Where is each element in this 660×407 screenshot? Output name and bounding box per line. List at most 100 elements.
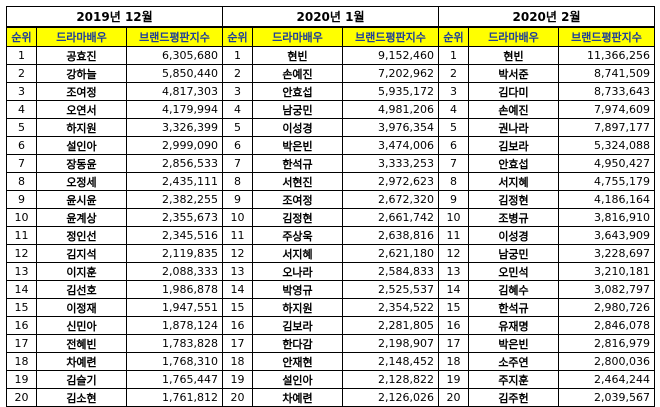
brand-index-cell: 3,228,697 — [557, 244, 656, 263]
rank-cell: 16 — [222, 316, 253, 335]
actor-name-cell: 김정현 — [468, 190, 559, 209]
actor-name-cell: 김슬기 — [36, 370, 127, 389]
rank-header: 순위 — [222, 26, 253, 47]
actor-name-cell: 박영규 — [252, 280, 343, 299]
actor-name-cell: 소주연 — [468, 352, 559, 371]
actor-name-cell: 김다미 — [468, 82, 559, 101]
actor-name-cell: 공효진 — [36, 46, 127, 65]
table-row: 12 서지혜 2,621,180 — [222, 244, 440, 263]
rank-header: 순위 — [6, 26, 37, 47]
table-row: 8 서지혜 4,755,179 — [438, 172, 656, 191]
rank-cell: 20 — [6, 388, 37, 407]
rank-cell: 6 — [6, 136, 37, 155]
actor-name-cell: 하지원 — [36, 118, 127, 137]
rank-cell: 12 — [438, 244, 469, 263]
rank-cell: 10 — [222, 208, 253, 227]
rank-cell: 12 — [222, 244, 253, 263]
rank-cell: 8 — [6, 172, 37, 191]
table-row: 6 김보라 5,324,088 — [438, 136, 656, 155]
table-row: 9 김정현 4,186,164 — [438, 190, 656, 209]
brand-index-cell: 8,733,643 — [557, 82, 656, 101]
brand-index-cell: 2,672,320 — [341, 190, 440, 209]
table-row: 13 오민석 3,210,181 — [438, 262, 656, 281]
actor-name-cell: 안재현 — [252, 352, 343, 371]
brand-index-cell: 3,816,910 — [557, 208, 656, 227]
actor-name-cell: 안효섭 — [468, 154, 559, 173]
actor-name-cell: 윤계상 — [36, 208, 127, 227]
brand-index-cell: 11,366,256 — [557, 46, 656, 65]
table-row: 1 현빈 11,366,256 — [438, 46, 656, 65]
table-row: 1 현빈 9,152,460 — [222, 46, 440, 65]
table-row: 10 조병규 3,816,910 — [438, 208, 656, 227]
rank-cell: 13 — [222, 262, 253, 281]
table-row: 9 윤시윤 2,382,255 — [6, 190, 224, 209]
rank-cell: 6 — [222, 136, 253, 155]
rank-cell: 3 — [222, 82, 253, 101]
actor-name-cell: 차예련 — [252, 388, 343, 407]
actor-name-cell: 김혜수 — [468, 280, 559, 299]
brand-index-cell: 2,345,516 — [125, 226, 224, 245]
table-row: 13 이지훈 2,088,333 — [6, 262, 224, 281]
brand-index-cell: 2,119,835 — [125, 244, 224, 263]
actor-name-cell: 오정세 — [36, 172, 127, 191]
actor-name-cell: 한석규 — [252, 154, 343, 173]
actor-header: 드라마배우 — [468, 26, 559, 47]
table-row: 1 공효진 6,305,680 — [6, 46, 224, 65]
actor-name-cell: 손예진 — [468, 100, 559, 119]
rank-cell: 5 — [438, 118, 469, 137]
table-row: 16 유재명 2,846,078 — [438, 316, 656, 335]
rank-cell: 10 — [438, 208, 469, 227]
rank-cell: 16 — [438, 316, 469, 335]
actor-name-cell: 유재명 — [468, 316, 559, 335]
actor-name-cell: 김보라 — [468, 136, 559, 155]
actor-name-cell: 이지훈 — [36, 262, 127, 281]
brand-index-cell: 1,878,124 — [125, 316, 224, 335]
actor-name-cell: 전혜빈 — [36, 334, 127, 353]
rank-cell: 3 — [438, 82, 469, 101]
table-row: 18 소주연 2,800,036 — [438, 352, 656, 371]
table-row: 5 이성경 3,976,354 — [222, 118, 440, 137]
brand-index-cell: 7,202,962 — [341, 64, 440, 83]
actor-header: 드라마배우 — [252, 26, 343, 47]
table-row: 12 김지석 2,119,835 — [6, 244, 224, 263]
brand-index-cell: 2,088,333 — [125, 262, 224, 281]
rank-cell: 11 — [438, 226, 469, 245]
table-row: 9 조여정 2,672,320 — [222, 190, 440, 209]
table-row: 7 안효섭 4,950,427 — [438, 154, 656, 173]
table-row: 5 하지원 3,326,399 — [6, 118, 224, 137]
table-row: 4 오연서 4,179,994 — [6, 100, 224, 119]
table-row: 18 안재현 2,148,452 — [222, 352, 440, 371]
actor-name-cell: 이성경 — [252, 118, 343, 137]
table-row: 5 권나라 7,897,177 — [438, 118, 656, 137]
rank-cell: 7 — [6, 154, 37, 173]
actor-name-cell: 하지원 — [252, 298, 343, 317]
brand-index-cell: 4,817,303 — [125, 82, 224, 101]
actor-name-cell: 박은빈 — [252, 136, 343, 155]
brand-index-cell: 7,897,177 — [557, 118, 656, 137]
brand-index-cell: 3,643,909 — [557, 226, 656, 245]
ranking-table-jan-2020: 2020년 1월 순위 드라마배우 브랜드평판지수 1 현빈 9,152,460 2 손… — [221, 6, 440, 407]
brand-index-cell: 4,186,164 — [557, 190, 656, 209]
actor-name-cell: 이성경 — [468, 226, 559, 245]
brand-index-cell: 4,755,179 — [557, 172, 656, 191]
brand-index-cell: 7,974,609 — [557, 100, 656, 119]
brand-index-cell: 3,333,253 — [341, 154, 440, 173]
brand-index-cell: 2,355,673 — [125, 208, 224, 227]
actor-name-cell: 한다감 — [252, 334, 343, 353]
rank-cell: 6 — [438, 136, 469, 155]
table-row: 11 주상욱 2,638,816 — [222, 226, 440, 245]
rank-cell: 2 — [438, 64, 469, 83]
rank-cell: 17 — [6, 334, 37, 353]
actor-name-cell: 이정재 — [36, 298, 127, 317]
rank-cell: 9 — [6, 190, 37, 209]
actor-name-cell: 권나라 — [468, 118, 559, 137]
actor-name-cell: 조여정 — [36, 82, 127, 101]
actor-name-cell: 한석규 — [468, 298, 559, 317]
brand-index-cell: 1,768,310 — [125, 352, 224, 371]
rank-cell: 1 — [438, 46, 469, 65]
index-header: 브랜드평판지수 — [125, 26, 224, 47]
brand-index-cell: 3,474,006 — [341, 136, 440, 155]
brand-index-cell: 2,128,822 — [341, 370, 440, 389]
brand-index-cell: 4,179,994 — [125, 100, 224, 119]
rank-cell: 18 — [222, 352, 253, 371]
